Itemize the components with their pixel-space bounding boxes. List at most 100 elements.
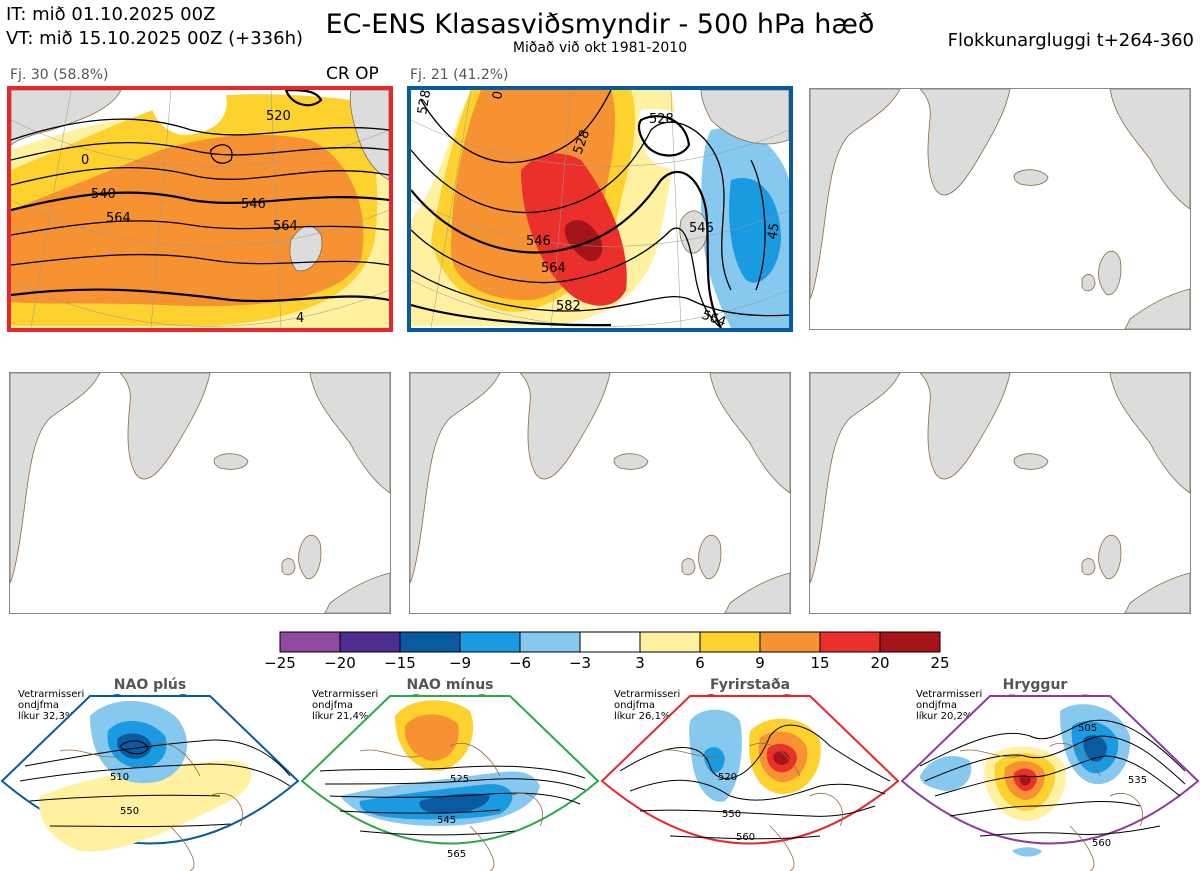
regime-nao-minus: Vetrarmisseri ondjfma líkur 21,4% NAO mí… <box>300 676 600 871</box>
colorbar-tick-label: 3 <box>635 654 645 672</box>
contour-label: 0 <box>490 90 506 101</box>
contour-label: 564 <box>273 219 298 234</box>
regime-info-line2: ondjfma <box>312 700 353 711</box>
chart-title: EC-ENS Klasasviðsmyndir - 500 hPa hæð <box>325 9 875 40</box>
contour-label: 520 <box>266 109 291 124</box>
regime-info-line1: Vetrarmisseri <box>916 689 983 700</box>
colorbar-swatch <box>879 631 941 653</box>
empty-cluster-map <box>9 372 391 614</box>
regime-blocking: Vetrarmisseri ondjfma líkur 26,1% Fyrirs… <box>600 676 900 871</box>
contour-label: 520 <box>718 772 737 783</box>
contour-label: 560 <box>736 832 755 843</box>
anomaly-area <box>729 178 781 283</box>
cluster-1-label: Fj. 30 (58.8%) <box>10 67 109 83</box>
anomaly-area <box>404 714 459 761</box>
contour-label: 550 <box>120 806 139 817</box>
regime-ridge: Vetrarmisseri ondjfma líkur 20,2% Hryggu… <box>900 676 1200 871</box>
anomaly-area <box>704 746 725 773</box>
contour-label: 564 <box>106 211 131 226</box>
anomaly-area <box>419 793 490 814</box>
chart-subtitle: Miðað við okt 1981-2010 <box>512 40 688 56</box>
contour-label: 546 <box>241 197 266 212</box>
empty-cluster-map <box>809 372 1191 614</box>
anomaly-area <box>564 220 603 262</box>
regime-nao-plus: Vetrarmisseri ondjfma líkur 32,3% NAO pl… <box>0 676 300 871</box>
init-time: IT: mið 01.10.2025 00Z <box>6 4 216 25</box>
anomaly-area <box>638 109 701 169</box>
colorbar-swatch <box>399 631 461 653</box>
colorbar-tick-label: −6 <box>508 654 532 672</box>
contour-label: 560 <box>1092 838 1111 849</box>
colorbar-swatch <box>579 631 641 653</box>
contour-label: 546 <box>526 234 551 249</box>
colorbar-tick-label: 9 <box>755 654 765 672</box>
regime-title: Hryggur <box>1002 677 1068 693</box>
colorbar-swatch <box>699 631 761 653</box>
regime-info-line1: Vetrarmisseri <box>18 689 85 700</box>
regime-info-line1: Vetrarmisseri <box>312 689 379 700</box>
regime-title: Fyrirstaða <box>709 677 791 693</box>
contour-label: 546 <box>689 221 714 236</box>
colorbar-tick-label: −25 <box>264 654 296 672</box>
contour-label: 535 <box>1128 775 1147 786</box>
regime-probability: líkur 20,2% <box>916 711 973 722</box>
colorbar-tick-label: 15 <box>810 654 830 672</box>
cluster-1-map: 520 540 546 564 564 0 4 <box>7 86 393 332</box>
cluster-2-label: Fj. 21 (41.2%) <box>410 67 509 83</box>
anomaly-area <box>920 756 972 791</box>
valid-time: VT: mið 15.10.2025 00Z (+336h) <box>6 28 304 49</box>
contour-label: 0 <box>81 153 89 168</box>
contour-label: 45 <box>765 222 783 241</box>
regime-info-line2: ondjfma <box>18 700 59 711</box>
colorbar-swatch <box>759 631 821 653</box>
colorbar-swatch <box>459 631 521 653</box>
contour-label: 540 <box>91 187 116 202</box>
regime-info-line2: ondjfma <box>916 700 957 711</box>
regime-frame <box>600 695 900 845</box>
contour-label: 550 <box>722 809 741 820</box>
colorbar-tick-label: 25 <box>930 654 950 672</box>
colorbar-tick-label: −9 <box>448 654 472 672</box>
colorbar-swatch <box>279 631 341 653</box>
contour-label: 582 <box>556 299 581 314</box>
regime-title: NAO mínus <box>406 677 494 693</box>
anomaly-area <box>1019 775 1031 786</box>
colorbar-swatch <box>519 631 581 653</box>
regime-info-line2: ondjfma <box>614 700 655 711</box>
contour-label: 564 <box>541 261 566 276</box>
colorbar-swatch <box>339 631 401 653</box>
colorbar-tick-label: −3 <box>568 654 592 672</box>
regime-info-line1: Vetrarmisseri <box>614 689 681 700</box>
empty-cluster-map <box>809 88 1191 330</box>
colorbar-tick-label: 6 <box>695 654 705 672</box>
contour-label: 528 <box>649 112 674 127</box>
cluster-2-map: 528 528 528 546 564 582 546 564 0 45 <box>407 86 793 332</box>
contour-label: 4 <box>296 311 304 326</box>
contour-label: 564 <box>700 308 728 328</box>
regime-probability: líkur 32,3% <box>18 711 75 722</box>
colorbar <box>279 631 941 653</box>
regime-probability: líkur 26,1% <box>614 711 671 722</box>
colorbar-swatch <box>639 631 701 653</box>
contour-label: 510 <box>110 772 129 783</box>
anomaly-area <box>1083 735 1107 762</box>
colorbar-tick-label: 20 <box>870 654 890 672</box>
land-area <box>700 90 789 145</box>
anomaly-area <box>1012 847 1042 857</box>
anomaly-area <box>39 760 252 852</box>
colorbar-tick-label: −15 <box>384 654 416 672</box>
land-area <box>349 90 389 181</box>
anomaly-area <box>773 751 790 765</box>
contour-label: 528 <box>415 90 434 116</box>
colorbar-tick-label: −20 <box>324 654 356 672</box>
land-area <box>679 210 708 254</box>
contour-label: 565 <box>447 849 466 860</box>
contour-label: 545 <box>437 815 456 826</box>
regime-title: NAO plús <box>113 677 187 693</box>
classification-window: Flokkunargluggi t+264-360 <box>947 30 1194 51</box>
regime-panels: Vetrarmisseri ondjfma líkur 32,3% NAO pl… <box>0 676 1200 871</box>
contour-label: 505 <box>1078 723 1097 734</box>
colorbar-tick-labels: −25 −20 −15 −9 −6 −3 3 6 9 15 20 25 <box>264 654 955 674</box>
regime-probability: líkur 21,4% <box>312 711 369 722</box>
empty-cluster-map <box>409 372 791 614</box>
